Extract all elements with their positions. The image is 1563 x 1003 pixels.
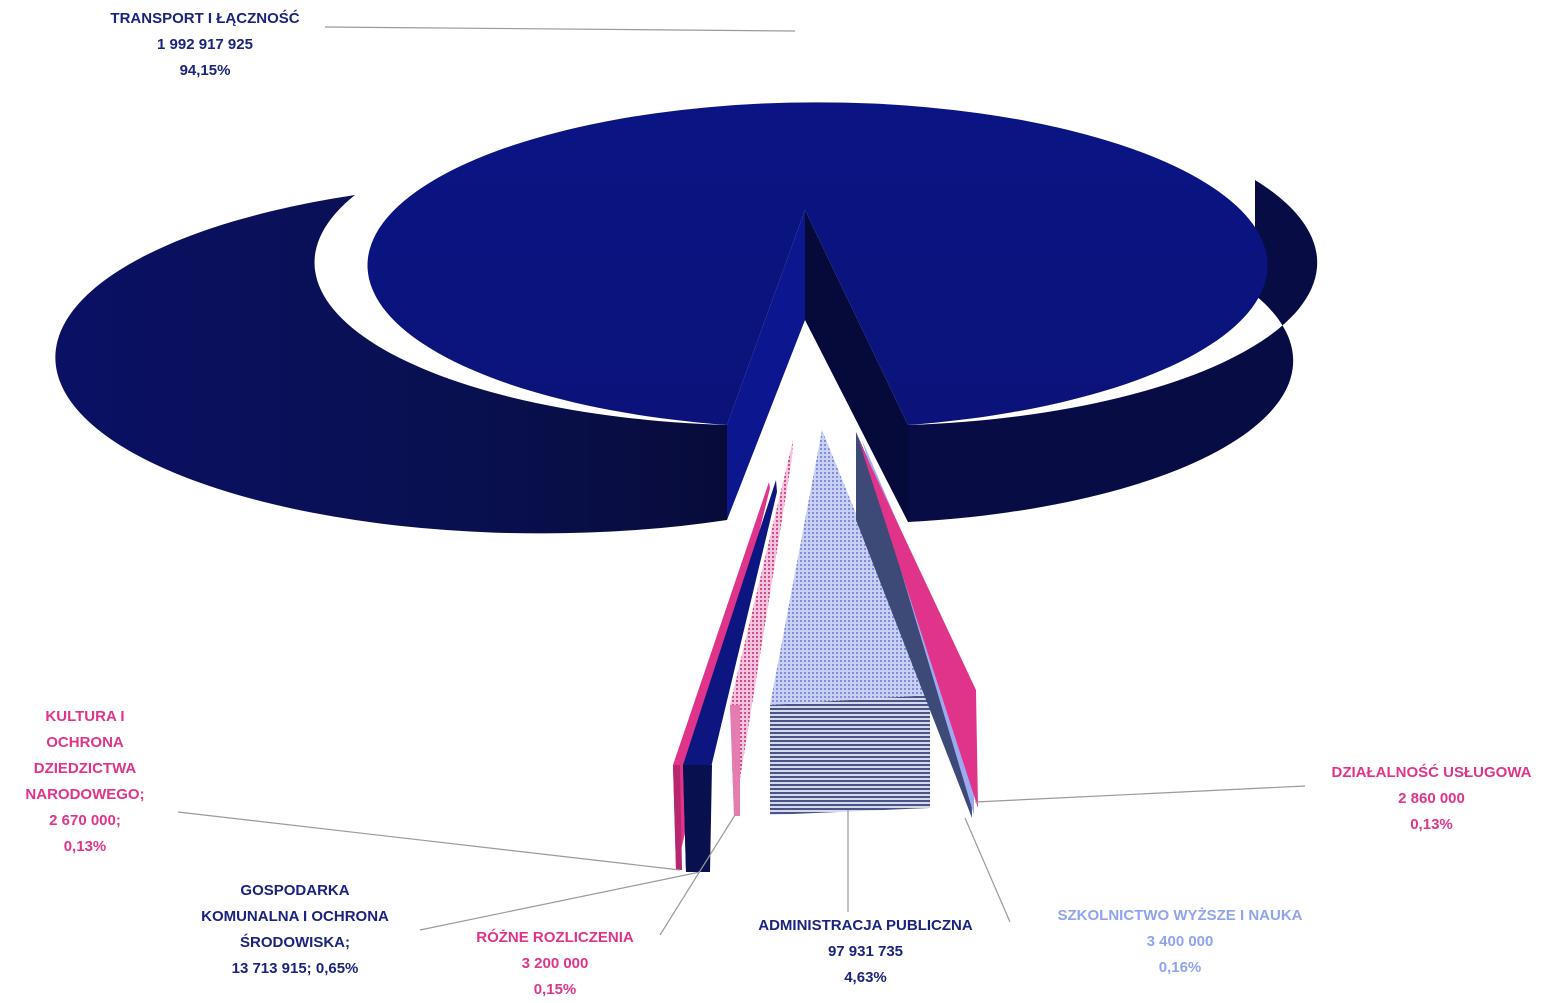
leader-kultura (177, 811, 681, 871)
label-kultura-line: DZIEDZICTWA (33, 760, 137, 777)
label-gospodarka-line: KOMUNALNA I OCHRONA (201, 908, 389, 925)
slice-transport-side (55, 195, 728, 534)
label-dzialalnosc-line: 0,13% (1410, 816, 1453, 833)
label-gospodarka-line: GOSPODARKA (240, 882, 350, 899)
label-kultura-line: OCHRONA (46, 734, 124, 751)
leader-gospodarka (419, 871, 701, 931)
label-szkolnictwo-line: 3 400 000 (1146, 933, 1214, 950)
label-rozne-line: RÓŻNE ROZLICZENIA (476, 929, 634, 946)
label-rozne-line: 0,15% (533, 981, 577, 998)
label-transport-line: 1 992 917 925 (157, 36, 253, 53)
label-kultura-line: KULTURA I (45, 708, 125, 725)
label-szkolnictwo-line: 0,16% (1158, 959, 1202, 976)
label-rozne-line: 3 200 000 (521, 955, 589, 972)
label-dzialalnosc: DZIAŁALNOŚĆ USŁUGOWA 2 860 000 0,13% (1300, 760, 1563, 838)
slice-transport (55, 102, 1318, 534)
label-dzialalnosc-line: 2 860 000 (1398, 790, 1465, 807)
label-gospodarka-line: ŚRODOWISKA; (240, 934, 350, 951)
label-szkolnictwo-line: SZKOLNICTWO WYŻSZE I NAUKA (1057, 907, 1303, 924)
label-kultura-line: NARODOWEGO; (25, 786, 145, 803)
leader-dzialalnosc (974, 785, 1306, 803)
slice-transport-inner-face-left (727, 210, 805, 520)
label-gospodarka-line: 13 713 915; 0,65% (231, 960, 359, 977)
slice-rozne (730, 440, 793, 816)
slice-transport-inner-face (805, 210, 908, 522)
label-rozne: RÓŻNE ROZLICZENIA 3 200 000 0,15% (455, 925, 655, 1003)
slice-administracja (770, 430, 930, 815)
leader-rozne (659, 814, 736, 936)
label-administracja: ADMINISTRACJA PUBLICZNA 97 931 735 4,63% (723, 913, 1008, 991)
label-administracja-line: 97 931 735 (827, 943, 904, 960)
label-administracja-line: ADMINISTRACJA PUBLICZNA (758, 917, 973, 934)
label-transport-line: TRANSPORT I ŁĄCZNOŚĆ (110, 10, 300, 27)
label-dzialalnosc-line: DZIAŁALNOŚĆ USŁUGOWA (1331, 764, 1532, 781)
slice-gospodarka (683, 480, 777, 872)
label-kultura-line: 0,13% (63, 838, 107, 855)
label-kultura: KULTURA I OCHRONA DZIEDZICTWA NARODOWEGO; 2 … (0, 704, 170, 860)
label-kultura-line: 2 670 000; (49, 812, 121, 829)
label-transport-line: 94,15% (179, 62, 231, 79)
leader-szkolnictwo (964, 817, 1011, 923)
label-gospodarka: GOSPODARKA KOMUNALNA I OCHRONA ŚRODOWISKA;… (165, 878, 425, 982)
leader-lines (177, 26, 1306, 936)
leader-transport (324, 26, 796, 32)
label-administracja-line: 4,63% (844, 969, 887, 986)
label-transport: TRANSPORT I ŁĄCZNOŚĆ 1 992 917 925 94,15% (75, 6, 335, 84)
slice-transport-side-right (908, 180, 1318, 522)
slice-transport-top (367, 102, 1268, 425)
label-szkolnictwo: SZKOLNICTWO WYŻSZE I NAUKA 3 400 000 0,16% (1020, 903, 1340, 981)
